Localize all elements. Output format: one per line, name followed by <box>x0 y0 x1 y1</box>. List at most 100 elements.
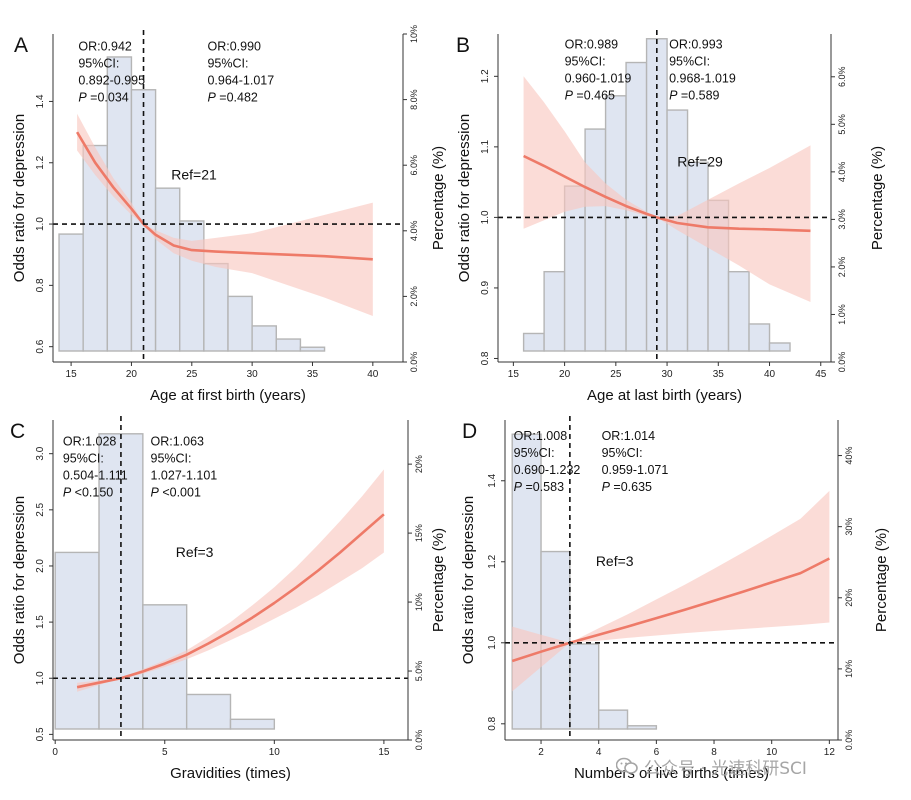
x-tick-label: 15 <box>508 369 520 380</box>
histogram-bar <box>275 338 302 352</box>
x-tick-label: 2 <box>538 747 544 758</box>
x-tick-label: 6 <box>654 747 660 758</box>
y-tick-label: 1.0 <box>35 671 46 685</box>
y-tick-label: 1.0 <box>480 210 491 224</box>
y2-tick-label: 4.0% <box>409 221 419 242</box>
y-tick-label: 0.5 <box>35 727 46 741</box>
histogram-bar <box>58 233 84 352</box>
x-tick-label: 0 <box>52 747 58 758</box>
y-axis-title: Odds ratio for depression <box>456 114 473 282</box>
y2-axis-title: Percentage (%) <box>430 528 447 632</box>
y-tick-label: 1.0 <box>35 217 46 231</box>
y2-tick-label: 0.0% <box>414 730 424 751</box>
annotation-left-line: 95%CI: <box>78 56 119 70</box>
y2-tick-label: 15% <box>414 524 424 542</box>
y-tick-label: 0.8 <box>35 278 46 292</box>
annotation-right-line: OR:0.990 <box>207 39 261 53</box>
histogram-bar <box>598 709 629 730</box>
x-tick-label: 10 <box>269 747 281 758</box>
confidence-band <box>77 469 384 692</box>
annotation-left-line: 95%CI: <box>565 55 606 69</box>
watermark-text: 公众号 · 光速科研SCI <box>644 758 807 779</box>
histogram-bar <box>543 270 566 352</box>
x-tick-label: 10 <box>766 747 778 758</box>
panel-label: C <box>10 420 25 443</box>
odds-ratio-line <box>76 513 385 689</box>
y2-tick-label: 10% <box>409 25 419 43</box>
x-tick-label: 45 <box>815 369 827 380</box>
x-tick-label: 35 <box>307 369 319 380</box>
x-tick-label: 15 <box>66 369 78 380</box>
x-axis-title: Gravidities (times) <box>170 765 291 782</box>
y-tick-label: 1.2 <box>487 554 498 568</box>
annotation-right-line: OR:1.063 <box>151 434 205 448</box>
odds-ratio-line <box>511 557 830 663</box>
annotation-left-line: OR:0.989 <box>565 38 619 52</box>
y2-tick-label: 20% <box>414 455 424 473</box>
ref-label: Ref=29 <box>677 154 723 170</box>
y2-tick-label: 5.0% <box>414 661 424 682</box>
y2-axis-title: Percentage (%) <box>869 146 886 250</box>
y2-tick-label: 5.0% <box>837 114 847 135</box>
annotation-right-line: 0.968-1.019 <box>669 72 736 86</box>
y-tick-label: 3.0 <box>35 446 46 460</box>
x-tick-label: 20 <box>126 369 138 380</box>
y2-axis-title: Percentage (%) <box>873 528 890 632</box>
histogram-bar <box>727 270 750 352</box>
x-tick-label: 30 <box>661 369 673 380</box>
panel-b: 15 20 25 30 35 40 45 0.8 0.9 1.0 1.1 1.2 0.0% 1.0% 2.0… <box>456 30 886 404</box>
y2-tick-label: 30% <box>844 518 854 536</box>
histogram-bar <box>748 323 771 352</box>
annotation-right-p-value: P =0.589 <box>669 89 719 103</box>
x-axis-title: Age at last birth (years) <box>587 387 742 404</box>
x-tick-label: 8 <box>711 747 717 758</box>
confidence-band <box>77 113 373 316</box>
x-tick-label: 15 <box>378 747 390 758</box>
y-tick-label: 1.4 <box>487 473 498 487</box>
odds-ratio-line <box>75 131 373 261</box>
panel-label: D <box>462 420 477 443</box>
annotation-left-p-value: P <0.150 <box>63 485 113 499</box>
histogram-bar <box>768 342 791 352</box>
wechat-icon <box>615 757 638 775</box>
annotation-left-line: 0.960-1.019 <box>565 72 632 86</box>
annotation-right-line: OR:1.014 <box>602 429 656 443</box>
y-tick-label: 1.1 <box>480 139 491 153</box>
x-tick-label: 30 <box>247 369 259 380</box>
annotation-left-p-value: P =0.465 <box>565 89 615 103</box>
confidence-band <box>523 76 811 302</box>
y-tick-label: 2.5 <box>35 502 46 516</box>
watermark: 公众号 · 光速科研SCI <box>615 754 807 779</box>
histogram-bar <box>584 128 607 352</box>
y2-tick-label: 3.0% <box>837 209 847 230</box>
histogram-bar <box>569 643 600 730</box>
y2-tick-label: 1.0% <box>837 304 847 325</box>
annotation-left-line: 0.504-1.111 <box>63 468 128 482</box>
annotation-left-line: 95%CI: <box>514 446 555 460</box>
annotation-left-line: OR:1.028 <box>63 434 117 448</box>
annotation-left-line: 0.892-0.995 <box>78 73 145 87</box>
y2-tick-label: 0.0% <box>409 352 419 373</box>
annotation-left-line: 0.690-1.232 <box>514 463 581 477</box>
y2-tick-label: 0.0% <box>837 352 847 373</box>
panel-c: 0 5 10 15 0.5 1.0 1.5 2.0 2.5 3.0 0.0% 5.0% 10% 15% 20… <box>10 416 447 782</box>
y-tick-label: 0.8 <box>487 716 498 730</box>
y-tick-label: 0.8 <box>480 351 491 365</box>
annotation-right-p-value: P <0.001 <box>151 485 201 499</box>
odds-ratio-line <box>523 154 811 233</box>
ref-label: Ref=3 <box>596 553 634 569</box>
y2-tick-label: 6.0% <box>409 155 419 176</box>
histogram-bar <box>299 346 326 352</box>
annotation-right-p-value: P =0.635 <box>602 480 652 494</box>
x-tick-label: 4 <box>596 747 602 758</box>
annotation-right-line: OR:0.993 <box>669 38 723 52</box>
x-axis-title: Numbers of live births (times) <box>574 765 769 782</box>
panel-label: B <box>456 34 470 57</box>
annotation-right-line: 95%CI: <box>669 55 710 69</box>
histogram-bar <box>626 725 658 730</box>
y2-axis-title: Percentage (%) <box>430 146 447 250</box>
x-tick-label: 40 <box>764 369 776 380</box>
annotation-right-p-value: P =0.482 <box>207 90 257 104</box>
y2-tick-label: 10% <box>844 660 854 678</box>
